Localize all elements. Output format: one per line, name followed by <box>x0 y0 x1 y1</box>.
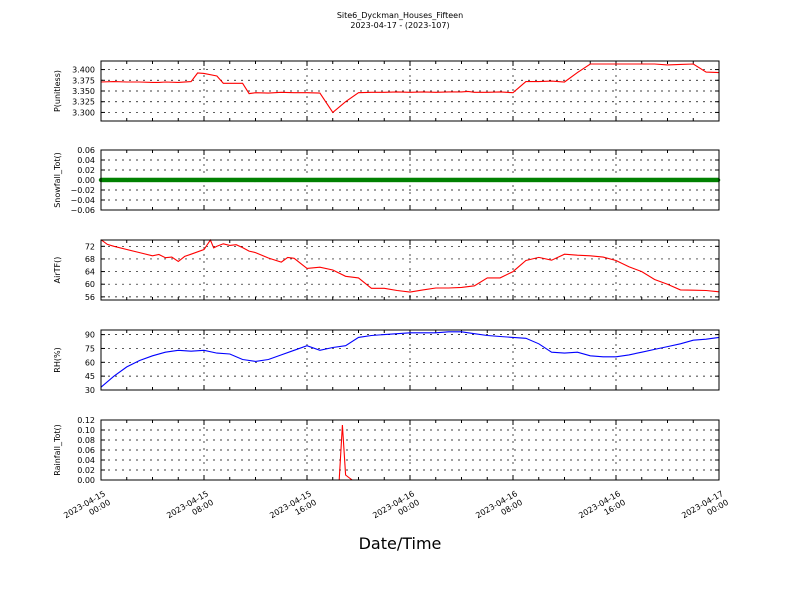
series-line <box>100 63 720 114</box>
series-line <box>100 238 720 293</box>
figure-title: Site6_Dyckman_Houses_Fifteen <box>336 11 464 20</box>
y-tick-label: 0.02 <box>77 466 95 475</box>
subplot-2: 56 60 64 68 72 AirTF() <box>53 238 720 302</box>
y-tick-label: 0.02 <box>77 166 95 175</box>
y-tick-label: 3.325 <box>72 98 95 107</box>
y-tick-label: 30 <box>85 386 95 395</box>
plot-frame <box>100 329 720 391</box>
y-axis-label: P(unitless) <box>53 70 62 112</box>
x-axis-title: Date/Time <box>358 534 442 553</box>
y-tick-label: 0.06 <box>77 446 95 455</box>
y-tick-label: 0.04 <box>77 156 95 165</box>
y-tick-label: 0.12 <box>77 416 95 425</box>
series-line <box>101 424 719 481</box>
plot-frame <box>100 239 720 301</box>
y-tick-label: −0.06 <box>70 206 95 215</box>
y-tick-label: 0.06 <box>77 146 95 155</box>
y-axis-label: Snowfall_Tot() <box>53 152 62 208</box>
y-tick-label: 0.10 <box>77 426 95 435</box>
y-tick-label: 68 <box>85 255 95 264</box>
subplot-4: 0.000.020.040.060.080.100.12 Rainfall_Tot… <box>53 416 720 485</box>
y-tick-label: 3.375 <box>72 76 95 85</box>
y-tick-label: 64 <box>85 268 95 277</box>
y-tick-label: 0.00 <box>77 176 95 185</box>
y-tick-label: 90 <box>85 331 95 340</box>
subplot-3: 30 45 60 75 90 RH(%) <box>53 329 720 395</box>
y-tick-label: 3.350 <box>72 87 95 96</box>
y-tick-label: 75 <box>85 344 95 353</box>
data-point <box>715 177 721 183</box>
y-tick-label: 0.08 <box>77 436 95 445</box>
y-axis-label: RH(%) <box>53 347 62 372</box>
y-tick-label: 60 <box>85 358 95 367</box>
plot-frame <box>100 419 720 481</box>
subplot-1: −0.06−0.04−0.020.000.020.040.06 Snowfall_… <box>53 146 721 215</box>
figure-subtitle: 2023-04-17 - (2023-107) <box>350 21 450 30</box>
y-tick-label: 0.00 <box>77 476 95 485</box>
plot-frame <box>100 149 720 211</box>
y-tick-label: −0.02 <box>70 186 95 195</box>
y-tick-label: 0.04 <box>77 456 95 465</box>
y-tick-label: 60 <box>85 280 95 289</box>
series-line <box>100 331 720 388</box>
y-tick-label: −0.04 <box>70 196 95 205</box>
y-tick-label: 3.400 <box>72 66 95 75</box>
y-tick-label: 45 <box>85 372 95 381</box>
y-axis-label: Rainfall_Tot() <box>53 424 62 476</box>
y-tick-label: 3.300 <box>72 108 95 117</box>
plot-frame <box>100 60 720 122</box>
y-tick-label: 56 <box>85 293 95 302</box>
y-tick-label: 72 <box>85 242 95 251</box>
y-axis-label: AirTF() <box>53 257 62 284</box>
